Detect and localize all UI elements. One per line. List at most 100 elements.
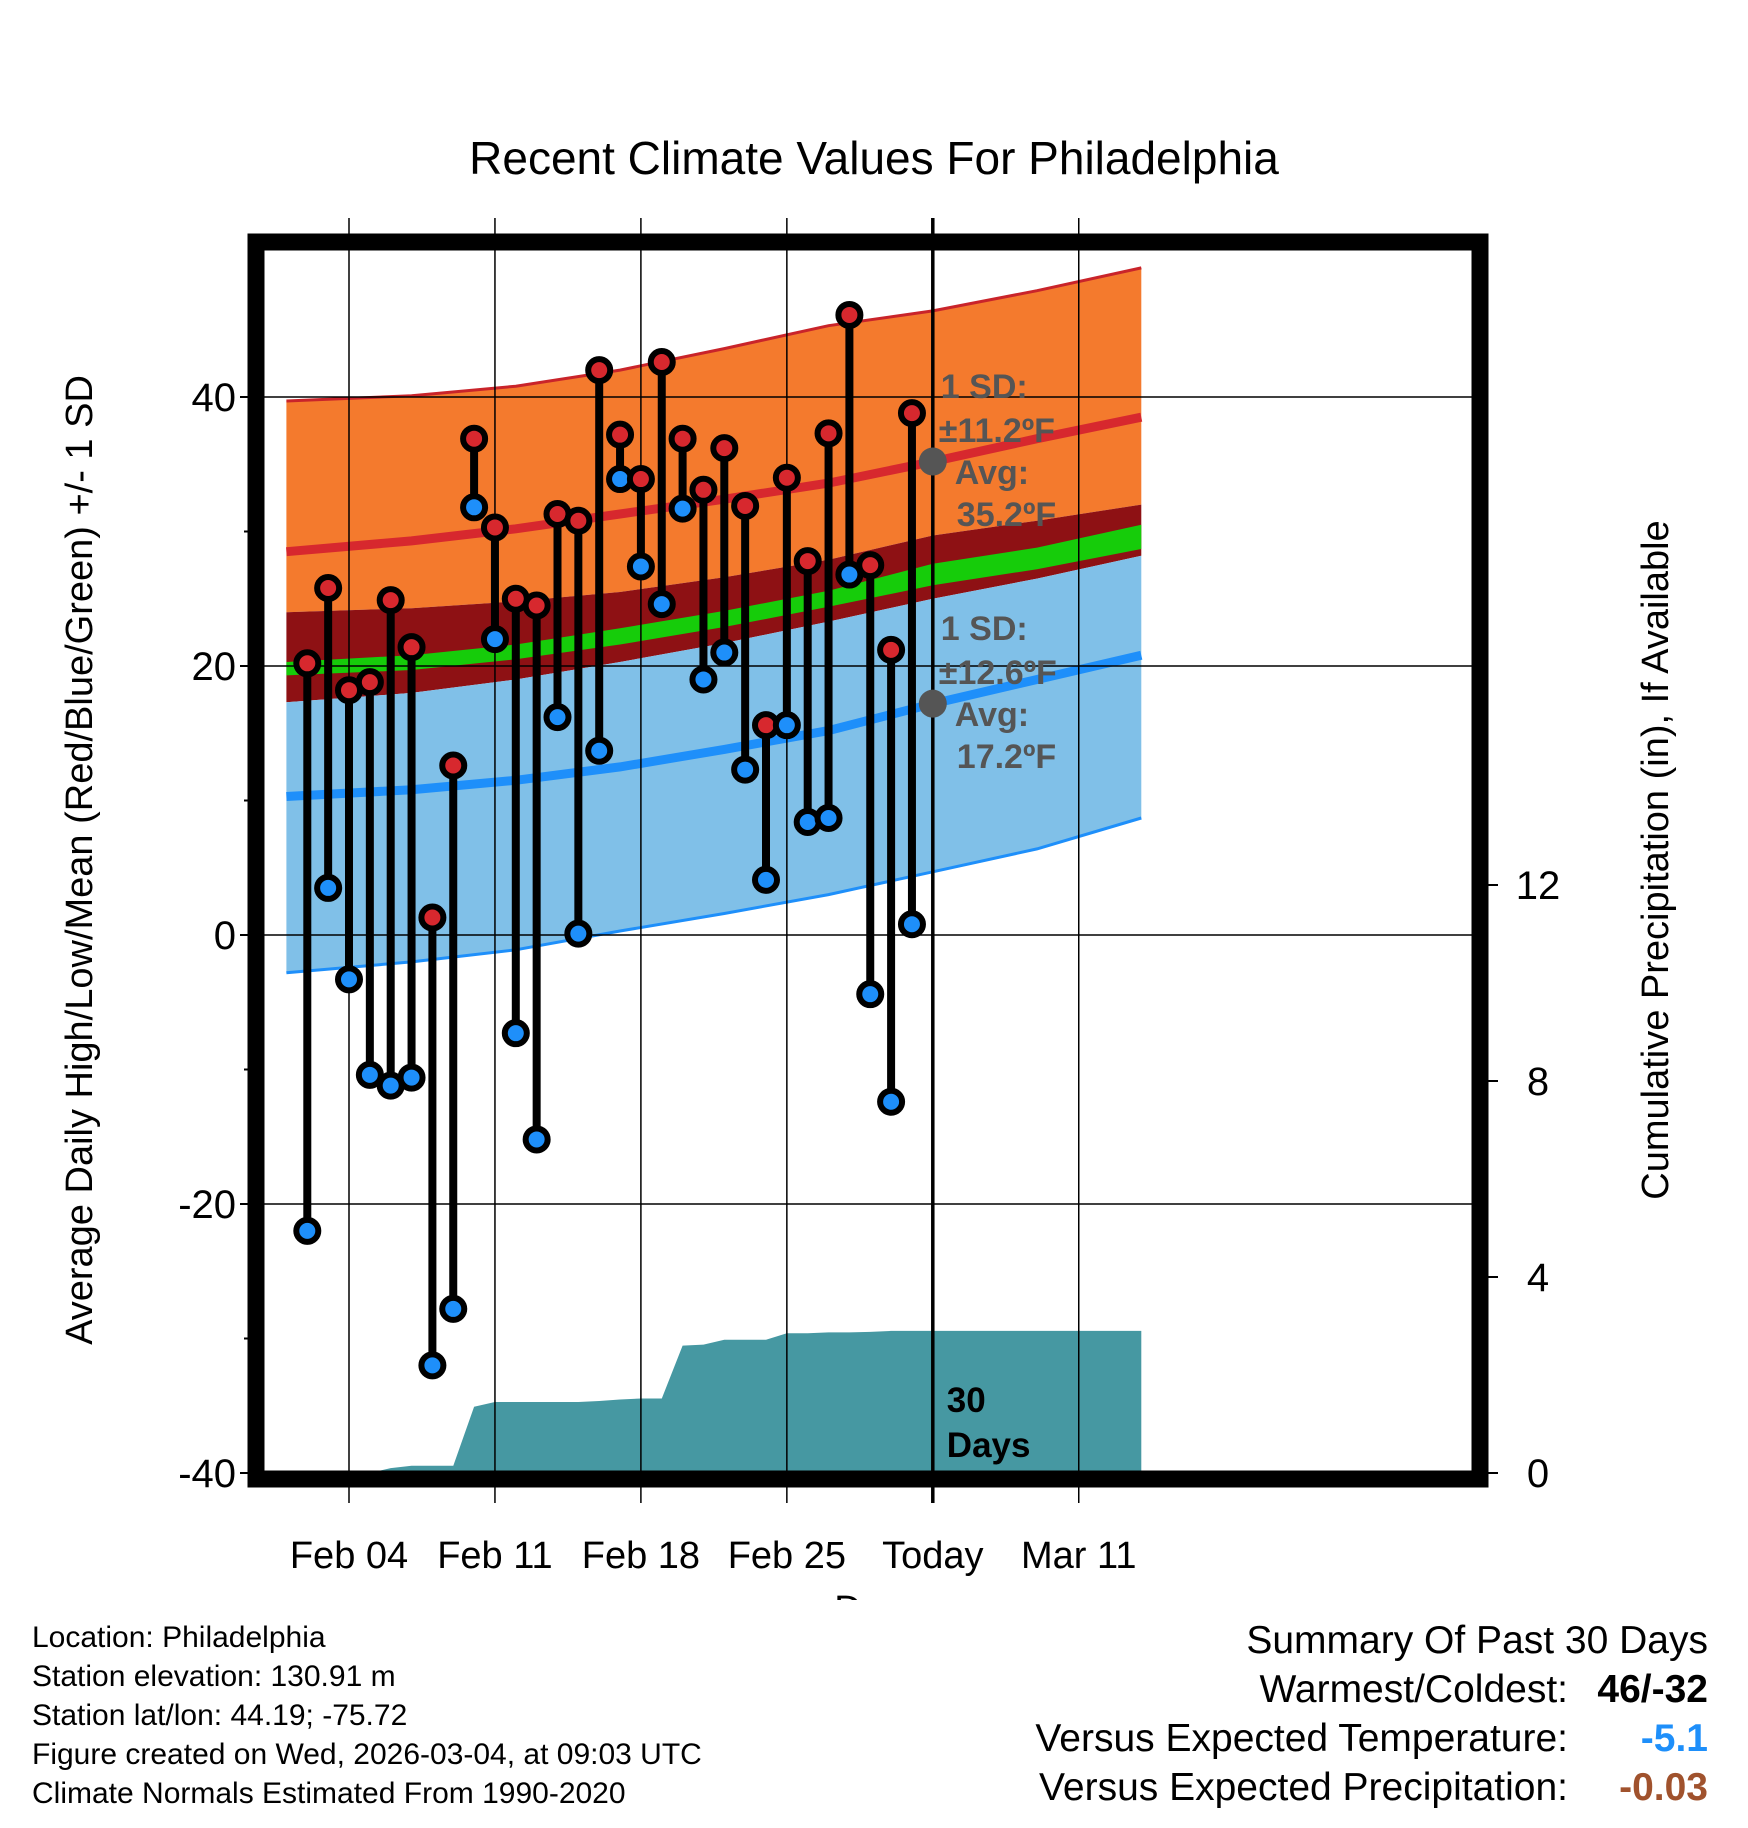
axes: -40 -20 0 20 40 0 4 8 12 Feb 04 Feb 11 Feb 18 Feb 25… [178, 376, 1560, 1577]
mean-normal-band [286, 524, 1142, 676]
summary-heading: Summary Of Past 30 Days [1246, 1619, 1708, 1662]
daily-low-point [418, 1351, 447, 1380]
low-lower-edge [286, 816, 1142, 975]
daily-high-point [355, 668, 384, 697]
high-avg-label: Avg: [955, 454, 1029, 492]
daily-high-point [731, 491, 760, 520]
left-y-axis-label: Average Daily High/Low/Mean (Red/Blue/Gr… [59, 375, 101, 1345]
daily-high-point [835, 300, 864, 329]
normals-text: Climate Normals Estimated From 1990-2020 [32, 1777, 626, 1810]
daily-low-point [772, 711, 801, 740]
x-tick-label: Feb 04 [290, 1535, 408, 1577]
daily-high-point [564, 506, 593, 535]
grid-lines [240, 218, 1474, 1503]
x-tick-label: Today [882, 1535, 983, 1577]
daily-high-point [772, 463, 801, 492]
daily-high-point [314, 573, 343, 602]
daily-low-point [689, 665, 718, 694]
daily-high-point [710, 434, 739, 463]
x-tick-label: Mar 11 [1021, 1535, 1136, 1577]
precip-anomaly-label: Versus Expected Precipitation: [1039, 1766, 1568, 1809]
daily-low-point [668, 494, 697, 523]
daily-low-point [439, 1294, 468, 1323]
high-avg-marker [918, 447, 947, 476]
low-avg-label: Avg: [955, 696, 1029, 734]
elevation-text: Station elevation: 130.91 m [32, 1660, 396, 1693]
daily-low-point [397, 1063, 426, 1092]
daily-high-point [480, 513, 509, 542]
daily-high-point [856, 551, 885, 580]
daily-low-point [564, 919, 593, 948]
x-tick-label: Feb 18 [582, 1535, 700, 1577]
temp-anomaly-value: -5.1 [1640, 1717, 1708, 1760]
daily-low-point [314, 873, 343, 902]
low-avg-value: 17.2ºF [957, 738, 1056, 776]
right-tick-label: 12 [1516, 864, 1561, 908]
high-upper-edge [286, 266, 1142, 403]
daily-high-point [585, 356, 614, 385]
left-tick-label: 0 [214, 914, 236, 958]
daily-high-point [793, 547, 822, 576]
high-avg-value: 35.2ºF [957, 496, 1056, 534]
daily-low-point [856, 980, 885, 1009]
left-tick-label: 20 [192, 645, 237, 689]
daily-low-point [480, 625, 509, 654]
daily-high-point [293, 649, 322, 678]
x-tick-label: Feb 25 [728, 1535, 846, 1577]
location-text: Location: Philadelphia [32, 1621, 326, 1654]
right-y-axis-label: Cumulative Precipitation (in), If Availa… [1635, 520, 1677, 1199]
right-tick-label: 8 [1527, 1060, 1549, 1104]
warmest-coldest-value: 46/-32 [1597, 1668, 1708, 1711]
left-tick-label: 40 [192, 376, 237, 420]
plot-frame [247, 233, 1489, 1488]
right-tick-label: 4 [1527, 1256, 1549, 1300]
daily-low-point [355, 1060, 384, 1089]
daily-low-point [460, 493, 489, 522]
low-avg-marker [918, 689, 947, 718]
daily-low-point [293, 1216, 322, 1245]
left-tick-label: -20 [178, 1183, 236, 1227]
daily-low-point [731, 755, 760, 784]
daily-high-point [689, 475, 718, 504]
left-tick-label: -40 [178, 1452, 236, 1496]
low-sd-label: 1 SD: [941, 610, 1028, 648]
daily-high-point [647, 348, 676, 377]
daily-low-point [897, 910, 926, 939]
daily-low-point [647, 590, 676, 619]
x-axis-label: Day [834, 1589, 902, 1600]
daily-high-point [606, 420, 635, 449]
daily-high-low-bars [293, 300, 926, 1380]
chart-title: Recent Climate Values For Philadelphia [469, 132, 1279, 184]
temp-anomaly-label: Versus Expected Temperature: [1035, 1717, 1568, 1760]
cumulative-precip-area [286, 1330, 1142, 1473]
low-sd-value: ±12.6ºF [939, 654, 1057, 692]
summary-panel: Summary Of Past 30 Days Warmest/Coldest:… [888, 1616, 1708, 1812]
precipitation-area [286, 1330, 1142, 1473]
daily-low-point [585, 736, 614, 765]
window-days-number: 30 [947, 1381, 986, 1420]
daily-low-point [335, 965, 363, 994]
daily-high-point [397, 633, 426, 662]
daily-high-point [626, 465, 655, 494]
daily-high-point [418, 903, 447, 932]
daily-low-point [522, 1125, 551, 1154]
created-text: Figure created on Wed, 2026-03-04, at 09… [32, 1738, 702, 1771]
daily-low-point [752, 865, 780, 894]
daily-low-point [543, 703, 572, 732]
high-sd-label: 1 SD: [941, 368, 1028, 406]
daily-low-point [626, 552, 655, 581]
warmest-coldest-label: Warmest/Coldest: [1259, 1668, 1568, 1711]
climate-chart: Recent Climate Values For Philadelphia 1… [59, 132, 1677, 1600]
right-tick-label: 0 [1527, 1452, 1549, 1496]
daily-high-point [460, 424, 489, 453]
x-tick-label: Feb 11 [437, 1535, 552, 1577]
daily-high-point [814, 419, 843, 448]
window-days-label: Days [947, 1426, 1031, 1465]
latlon-text: Station lat/lon: 44.19; -75.72 [32, 1699, 408, 1732]
daily-high-point [439, 751, 468, 780]
daily-low-point [501, 1019, 530, 1048]
high-sd-value: ±11.2ºF [939, 412, 1055, 450]
daily-high-point [668, 424, 697, 453]
daily-high-point [376, 586, 405, 615]
daily-low-point [877, 1087, 906, 1116]
